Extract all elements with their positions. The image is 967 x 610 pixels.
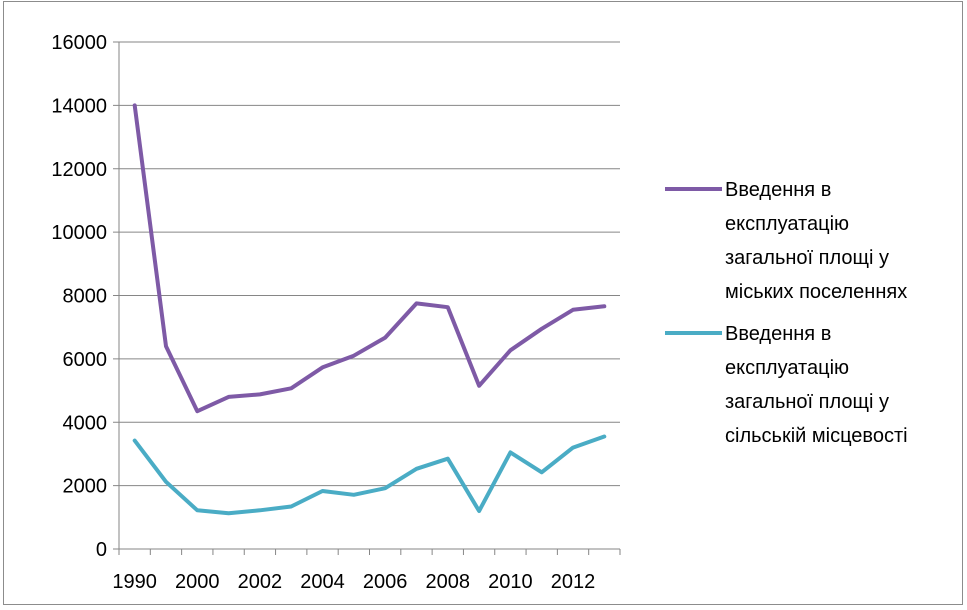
legend-label-2: експлуатацію: [725, 357, 849, 379]
x-tick-label: 2000: [175, 571, 220, 593]
y-tick-label: 8000: [63, 286, 108, 308]
y-axis-ticks: 0 2000 4000 6000 8000 10000 12000 14000 16000: [51, 32, 119, 561]
y-tick-label: 4000: [63, 412, 108, 434]
x-tick-label: 2004: [300, 571, 345, 593]
gridlines: [119, 41, 620, 487]
legend-label-1: Введення в: [725, 179, 831, 201]
y-tick-label: 12000: [51, 159, 107, 181]
legend-label-2: Введення в: [725, 323, 831, 345]
legend-label-1: загальної площі у: [725, 247, 889, 269]
legend-label-2: сільській місцевості: [725, 425, 908, 447]
y-tick-label: 10000: [51, 222, 107, 244]
x-tick-label: 2006: [363, 571, 408, 593]
series-lines: [132, 103, 607, 516]
y-tick-label: 0: [96, 539, 107, 561]
series-line-1: [132, 103, 607, 414]
y-tick-label: 6000: [63, 349, 108, 371]
x-axis-ticks: 1990 2000 2002 2004 2006 2008 2010 2012: [112, 549, 621, 593]
y-tick-label: 14000: [51, 95, 107, 117]
x-tick-label: 2012: [551, 571, 596, 593]
legend-label-1: міських поселеннях: [725, 281, 907, 303]
x-tick-label: 2008: [426, 571, 471, 593]
x-tick-label: 1990: [112, 571, 157, 593]
series-line-2: [132, 434, 607, 516]
legend-label-2: загальної площі у: [725, 391, 889, 413]
y-tick-label: 2000: [63, 476, 108, 498]
legend: Введення в експлуатацію загальної площі у м…: [665, 179, 908, 447]
y-tick-label: 16000: [51, 32, 107, 54]
x-tick-label: 2010: [488, 571, 533, 593]
legend-label-1: експлуатацію: [725, 213, 849, 235]
x-tick-label: 2002: [238, 571, 283, 593]
